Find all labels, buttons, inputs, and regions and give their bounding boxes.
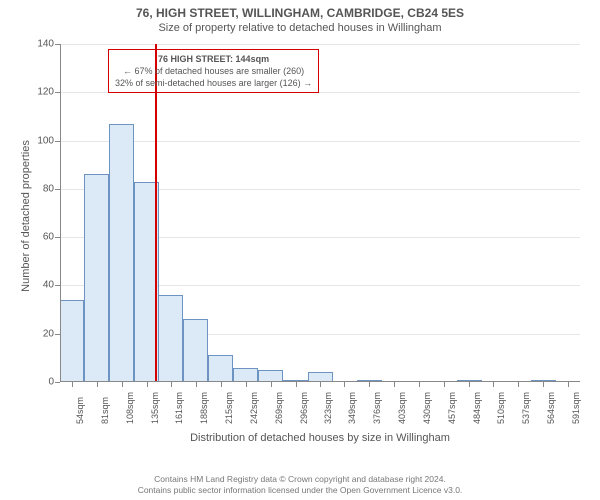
annotation-line-3: 32% of semi-detached houses are larger (… <box>115 77 312 89</box>
xtick-label: 591sqm <box>571 392 581 424</box>
ytick-label: 80 <box>24 183 54 194</box>
histogram-bar <box>183 319 208 382</box>
xtick-mark <box>444 382 445 387</box>
annotation-line-1: 76 HIGH STREET: 144sqm <box>115 53 312 65</box>
xtick-label: 296sqm <box>299 392 309 424</box>
xtick-mark <box>72 382 73 387</box>
histogram-bar <box>60 300 85 382</box>
xtick-mark <box>344 382 345 387</box>
footer-line-1: Contains HM Land Registry data © Crown c… <box>0 474 600 485</box>
xtick-label: 430sqm <box>422 392 432 424</box>
xtick-label: 161sqm <box>174 392 184 424</box>
histogram-bar <box>233 368 258 382</box>
y-axis-line <box>60 44 61 382</box>
xtick-label: 108sqm <box>125 392 135 424</box>
xtick-label: 564sqm <box>546 392 556 424</box>
xtick-mark <box>320 382 321 387</box>
xtick-label: 242sqm <box>249 392 259 424</box>
xtick-mark <box>518 382 519 387</box>
xtick-mark <box>246 382 247 387</box>
xtick-mark <box>469 382 470 387</box>
gridline <box>60 44 580 45</box>
histogram-bar <box>109 124 134 382</box>
xtick-mark <box>493 382 494 387</box>
xtick-label: 484sqm <box>472 392 482 424</box>
xtick-label: 537sqm <box>521 392 531 424</box>
xtick-mark <box>171 382 172 387</box>
plot-area: 02040608010012014054sqm81sqm108sqm135sqm… <box>60 44 580 382</box>
xtick-mark <box>147 382 148 387</box>
histogram-bar <box>84 174 109 382</box>
xtick-mark <box>296 382 297 387</box>
chart-subtitle: Size of property relative to detached ho… <box>0 20 600 34</box>
ytick-mark <box>55 382 60 383</box>
xtick-label: 457sqm <box>447 392 457 424</box>
histogram-bar <box>158 295 183 382</box>
xtick-label: 54sqm <box>75 397 85 424</box>
histogram-bar <box>208 355 233 382</box>
xtick-label: 376sqm <box>372 392 382 424</box>
xtick-mark <box>196 382 197 387</box>
marker-annotation: 76 HIGH STREET: 144sqm← 67% of detached … <box>108 49 319 93</box>
xtick-label: 81sqm <box>100 397 110 424</box>
chart-title: 76, HIGH STREET, WILLINGHAM, CAMBRIDGE, … <box>0 0 600 20</box>
xtick-mark <box>97 382 98 387</box>
xtick-mark <box>543 382 544 387</box>
xtick-mark <box>122 382 123 387</box>
xtick-label: 269sqm <box>274 392 284 424</box>
ytick-label: 20 <box>24 328 54 339</box>
xtick-label: 323sqm <box>323 392 333 424</box>
xtick-label: 349sqm <box>347 392 357 424</box>
xtick-label: 215sqm <box>224 392 234 424</box>
xtick-mark <box>369 382 370 387</box>
ytick-label: 40 <box>24 280 54 291</box>
xtick-mark <box>271 382 272 387</box>
xtick-label: 403sqm <box>397 392 407 424</box>
annotation-line-2: ← 67% of detached houses are smaller (26… <box>115 65 312 77</box>
reference-marker-line <box>155 44 157 382</box>
gridline <box>60 141 580 142</box>
xtick-label: 135sqm <box>150 392 160 424</box>
chart-container: 76, HIGH STREET, WILLINGHAM, CAMBRIDGE, … <box>0 0 600 500</box>
ytick-label: 120 <box>24 87 54 98</box>
ytick-label: 0 <box>24 377 54 388</box>
footer-line-2: Contains public sector information licen… <box>0 485 600 496</box>
xtick-mark <box>419 382 420 387</box>
xtick-mark <box>221 382 222 387</box>
xtick-label: 188sqm <box>199 392 209 424</box>
xtick-mark <box>568 382 569 387</box>
ytick-label: 100 <box>24 135 54 146</box>
xtick-label: 510sqm <box>496 392 506 424</box>
ytick-label: 140 <box>24 39 54 50</box>
x-axis-label: Distribution of detached houses by size … <box>60 432 580 444</box>
footer-attribution: Contains HM Land Registry data © Crown c… <box>0 474 600 496</box>
ytick-label: 60 <box>24 232 54 243</box>
xtick-mark <box>394 382 395 387</box>
